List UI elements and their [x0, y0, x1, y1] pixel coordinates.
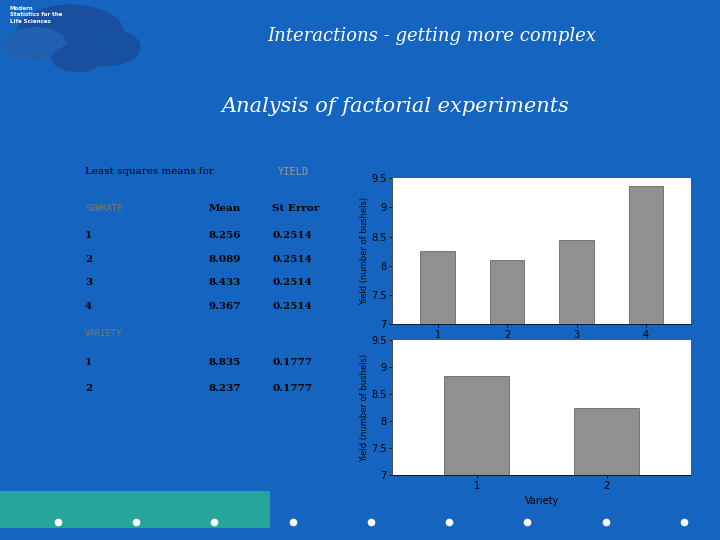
Text: 0.1777: 0.1777	[272, 384, 312, 393]
Text: Analysis of factorial experiments: Analysis of factorial experiments	[222, 97, 570, 116]
Text: 8.835: 8.835	[209, 357, 241, 367]
Bar	[559, 240, 594, 324]
Text: St Error: St Error	[272, 204, 320, 213]
Circle shape	[4, 28, 66, 60]
Bar	[420, 251, 455, 324]
Text: 1: 1	[85, 231, 92, 240]
Text: VARIETY: VARIETY	[85, 328, 122, 338]
Text: Least squares means for: Least squares means for	[85, 167, 217, 176]
Text: 0.2514: 0.2514	[272, 231, 312, 240]
Text: 3: 3	[85, 278, 92, 287]
Text: SOWRATE: SOWRATE	[85, 204, 122, 213]
Bar	[629, 186, 663, 324]
Text: Mean: Mean	[209, 204, 241, 213]
Text: 0.1777: 0.1777	[272, 357, 312, 367]
Circle shape	[71, 29, 140, 65]
Text: 0.2514: 0.2514	[272, 254, 312, 264]
Text: Interactions - getting more complex: Interactions - getting more complex	[268, 28, 596, 45]
Text: 9.367: 9.367	[209, 302, 241, 311]
X-axis label: Sowing rate: Sowing rate	[513, 345, 571, 355]
Text: 1: 1	[85, 357, 92, 367]
Text: 4: 4	[85, 302, 92, 311]
Bar	[490, 260, 524, 324]
Y-axis label: Yield (number of bushels): Yield (number of bushels)	[359, 197, 369, 305]
Text: 8.256: 8.256	[209, 231, 241, 240]
Text: Modern
Statistics for the
Life Sciences: Modern Statistics for the Life Sciences	[10, 6, 62, 24]
Text: 8.433: 8.433	[209, 278, 241, 287]
Text: 0.2514: 0.2514	[272, 278, 312, 287]
Text: 8.089: 8.089	[209, 254, 241, 264]
Bar	[575, 408, 639, 475]
X-axis label: Variety: Variety	[525, 496, 559, 507]
Y-axis label: Yield (number of bushels): Yield (number of bushels)	[359, 354, 369, 462]
Circle shape	[17, 5, 124, 60]
Text: 0.2514: 0.2514	[272, 302, 312, 311]
Circle shape	[52, 45, 102, 71]
Text: 2: 2	[85, 254, 92, 264]
Bar	[444, 376, 509, 475]
FancyBboxPatch shape	[0, 491, 270, 528]
Text: 8.237: 8.237	[209, 384, 241, 393]
Text: 2: 2	[85, 384, 92, 393]
Text: YIELD: YIELD	[278, 167, 309, 177]
